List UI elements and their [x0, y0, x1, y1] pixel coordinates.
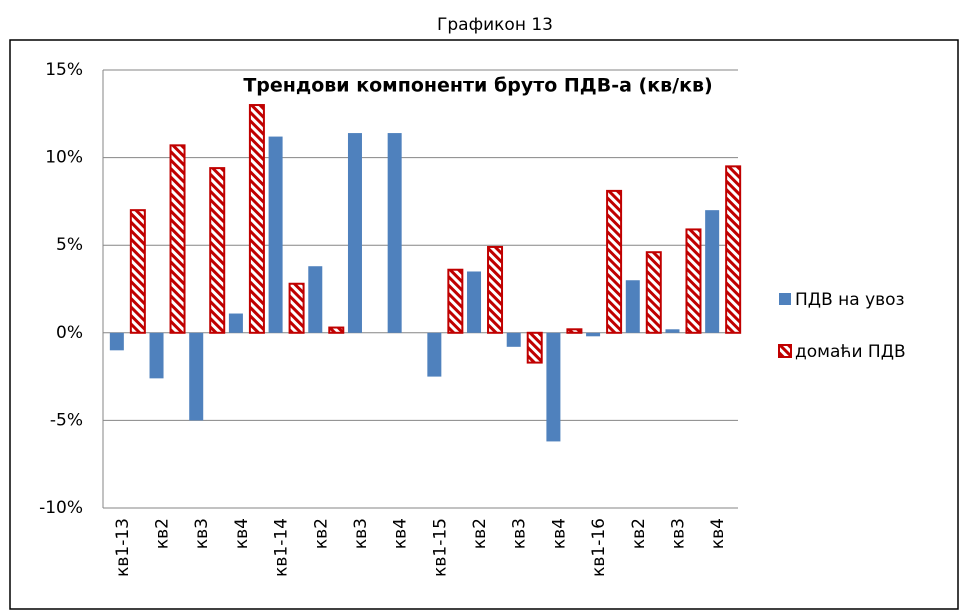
x-tick-label: кв4 [391, 518, 411, 549]
bar [526, 331, 543, 364]
y-tick-label: 15% [45, 60, 83, 80]
x-tick-label: кв1-15 [430, 518, 450, 577]
y-tick-label: -10% [39, 498, 83, 518]
y-tick-label: 0% [56, 323, 83, 343]
bar [427, 332, 442, 377]
legend-label: домаћи ПДВ [795, 342, 906, 362]
x-tick-label: кв2 [311, 518, 331, 549]
bar [328, 326, 345, 334]
bar [268, 136, 283, 333]
legend-label: ПДВ на увоз [795, 290, 905, 310]
x-tick-label: кв2 [629, 518, 649, 549]
chart-border [9, 39, 959, 610]
bars [109, 104, 742, 442]
y-tick-label: 10% [45, 148, 83, 168]
bar [606, 189, 623, 334]
bar [109, 332, 124, 351]
x-tick-label: кв4 [232, 518, 252, 549]
bar [625, 280, 640, 333]
bar [725, 165, 742, 334]
bar [546, 332, 561, 442]
bar [308, 266, 323, 333]
bar [248, 104, 265, 334]
x-tick-label: кв1-13 [113, 518, 133, 577]
x-tick-label: кв3 [510, 518, 530, 549]
grid [102, 69, 738, 509]
x-tick-label: кв3 [668, 518, 688, 549]
y-tick-label: -5% [50, 410, 83, 430]
bar [685, 228, 702, 334]
bar [487, 245, 504, 334]
bar [566, 328, 583, 334]
x-tick-label: кв1-16 [589, 518, 609, 577]
bar [447, 268, 464, 334]
x-tick-label: кв2 [470, 518, 490, 549]
bar [586, 332, 601, 337]
bar [645, 251, 662, 334]
x-tick-label: кв4 [549, 518, 569, 549]
legend-swatch [778, 344, 792, 358]
bar [129, 209, 146, 334]
bar [189, 332, 204, 421]
legend-swatch [779, 293, 791, 305]
bar [705, 210, 720, 333]
caption: Графикон 13 [437, 15, 553, 35]
bar [467, 271, 482, 333]
chart-title: Трендови компоненти бруто ПДВ-а (кв/кв) [243, 75, 712, 97]
x-tick-label: кв4 [708, 518, 728, 549]
bar [506, 332, 521, 347]
y-tick-label: 5% [56, 235, 83, 255]
bar [387, 133, 402, 333]
x-tick-label: кв1-14 [272, 518, 292, 577]
x-tick-label: кв3 [351, 518, 371, 549]
bar [209, 167, 226, 334]
bar [288, 282, 305, 334]
bar [347, 133, 362, 333]
bar [169, 144, 186, 334]
x-tick-label: кв3 [192, 518, 212, 549]
bar [149, 332, 164, 379]
bar [665, 329, 680, 333]
x-tick-label: кв2 [153, 518, 173, 549]
bar [228, 313, 243, 333]
